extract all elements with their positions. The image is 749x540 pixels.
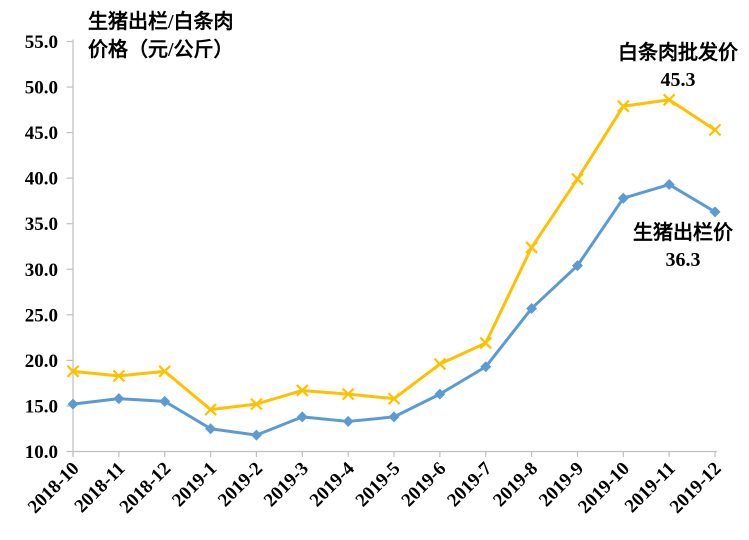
wholesale-pork-marker — [66, 365, 80, 378]
wholesale-pork-marker — [525, 241, 538, 254]
wholesale-pork-marker — [204, 403, 217, 416]
live-pig-marker — [617, 192, 629, 204]
annotation-live-pig: 生猪出栏价 36.3 — [603, 220, 749, 274]
axis-title: 生猪出栏/白条肉 价格（元/公斤） — [88, 8, 234, 64]
live-pig-marker — [67, 398, 79, 410]
x-tick-label: 2018-10 — [24, 458, 84, 518]
annotation-live-pig-label: 生猪出栏价 — [633, 222, 733, 244]
y-tick-label: 35.0 — [25, 214, 58, 235]
annotation-wholesale-pork-value: 45.3 — [660, 69, 696, 91]
wholesale-pork-marker — [341, 387, 355, 401]
y-tick-label: 45.0 — [25, 123, 58, 144]
x-tick-label: 2019-1 — [168, 458, 221, 511]
wholesale-pork-marker — [387, 392, 401, 405]
x-tick-label: 2019-12 — [666, 458, 726, 518]
x-tick-label: 2019-4 — [306, 458, 359, 511]
live-pig-marker — [113, 393, 125, 405]
y-tick-label: 20.0 — [25, 351, 58, 372]
live-pig-marker — [388, 411, 400, 423]
live-pig-marker — [434, 388, 446, 400]
wholesale-pork-marker — [571, 172, 584, 186]
live-pig-marker — [205, 423, 217, 435]
wholesale-pork-marker — [662, 93, 676, 107]
y-tick-label: 10.0 — [25, 442, 58, 463]
axis-title-line2: 价格（元/公斤） — [88, 39, 234, 61]
live-pig-marker — [571, 260, 583, 272]
live-pig-marker — [159, 395, 171, 407]
y-tick-label: 30.0 — [25, 260, 58, 281]
x-tick-label: 2019-3 — [260, 458, 313, 511]
wholesale-pork-marker — [296, 384, 309, 397]
wholesale-pork-marker — [433, 357, 447, 371]
x-tick-label: 2019-7 — [443, 458, 496, 511]
live-pig-marker — [296, 411, 308, 423]
live-pig-marker — [342, 415, 354, 427]
y-tick-label: 55.0 — [25, 32, 58, 53]
y-tick-label: 15.0 — [25, 396, 58, 417]
x-tick-label: 2019-6 — [398, 458, 451, 511]
wholesale-pork-marker — [250, 397, 263, 411]
axis-title-line1: 生猪出栏/白条肉 — [88, 11, 234, 33]
annotation-wholesale-pork-label: 白条肉批发价 — [618, 42, 738, 64]
live-pig-marker — [663, 179, 675, 191]
wholesale-pork-marker — [158, 365, 171, 378]
wholesale-pork-marker — [708, 123, 722, 137]
wholesale-pork-marker — [479, 336, 493, 350]
y-tick-label: 40.0 — [25, 169, 58, 190]
annotation-live-pig-value: 36.3 — [665, 249, 701, 271]
x-tick-label: 2019-10 — [574, 458, 634, 518]
x-tick-label: 2019-2 — [214, 458, 267, 511]
live-pig-marker — [250, 429, 262, 441]
live-pig-marker — [526, 302, 538, 314]
y-tick-label: 25.0 — [25, 305, 58, 326]
x-tick-label: 2018-12 — [116, 458, 176, 518]
live-pig-marker — [709, 206, 721, 218]
annotation-wholesale-pork: 白条肉批发价 45.3 — [598, 40, 749, 94]
wholesale-pork-marker — [617, 99, 630, 113]
live-pig-marker — [480, 361, 492, 373]
wholesale-pork-marker — [112, 369, 126, 383]
y-tick-label: 50.0 — [25, 78, 58, 99]
x-tick-label: 2019-5 — [352, 458, 405, 511]
x-tick-label: 2019-8 — [489, 458, 542, 511]
